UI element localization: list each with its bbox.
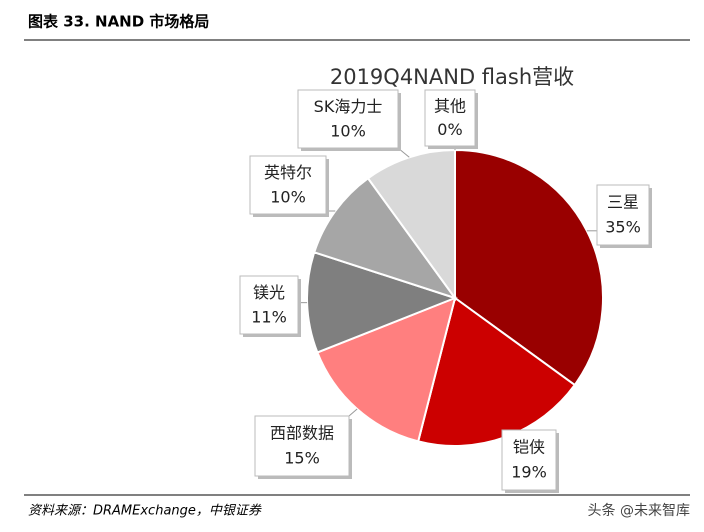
pie-slice (316, 296, 457, 443)
slice-value: 0% (437, 120, 462, 139)
label-box (297, 89, 399, 149)
slice-name: 铠侠 (513, 438, 545, 457)
callout-line (348, 408, 358, 417)
slice-name: SK海力士 (314, 97, 383, 116)
slice-value: 19% (511, 463, 547, 482)
label-box (249, 155, 327, 215)
pie-slice (306, 251, 458, 354)
chart-title: 2019Q4NAND flash营收 (330, 65, 574, 89)
slice-value: 15% (284, 449, 320, 468)
pie-slice (366, 148, 456, 302)
label-box (501, 429, 557, 491)
slice-value: 10% (270, 187, 306, 206)
slice-value: 35% (605, 218, 641, 237)
label-box (596, 184, 650, 246)
watermark: 头条 @未来智库 (588, 502, 690, 519)
label-box (239, 275, 299, 335)
label-box (254, 415, 350, 477)
slice-name: 其他 (434, 96, 466, 115)
slice-value: 11% (251, 307, 287, 326)
slice-name: 西部数据 (270, 424, 334, 443)
slice-name: 英特尔 (264, 163, 312, 182)
label-box (424, 89, 476, 147)
pie-slice (312, 176, 458, 300)
slice-name: 三星 (607, 193, 639, 212)
slice-value: 10% (330, 121, 366, 140)
source: 资料来源：DRAMExchange，中银证券 (28, 504, 262, 519)
figure-title: 图表 33. NAND 市场格局 (28, 13, 209, 31)
pie-slice (454, 148, 604, 387)
slice-name: 镁光 (253, 283, 285, 302)
